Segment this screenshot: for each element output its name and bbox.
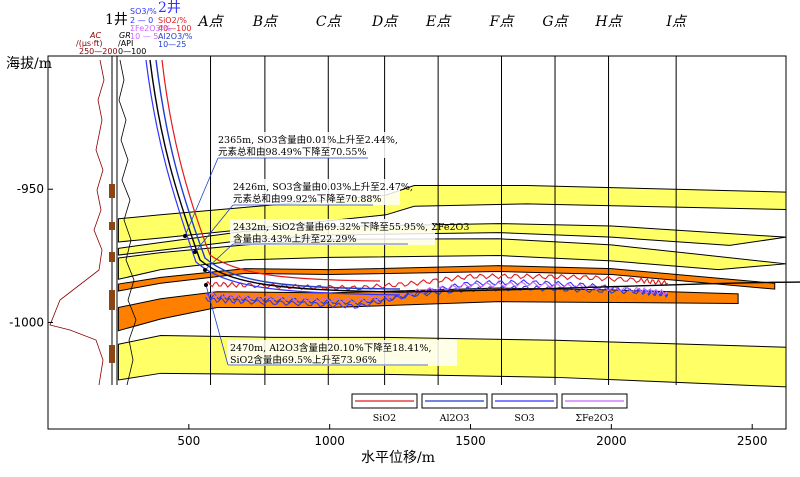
y-tick-label-1: -950 xyxy=(17,182,44,196)
annotation-3-line-1: 2432m, SiO2含量由69.32%下降至55.95%, ΣFe2O3 xyxy=(233,221,469,233)
annotation-3-line-2: 含量由3.43%上升至22.29% xyxy=(233,233,356,245)
series-4 xyxy=(205,281,668,304)
annotation-marker-2 xyxy=(193,250,197,254)
annotation-2-line-2: 元素总和由99.92%下降至70.88% xyxy=(233,193,381,205)
point-label-3: C点 xyxy=(316,14,343,30)
annotation-leader-3 xyxy=(204,243,234,271)
svg-text:2 — 0: 2 — 0 xyxy=(130,16,153,25)
point-label-5: E点 xyxy=(425,14,452,30)
point-label-6: F点 xyxy=(489,14,516,30)
svg-text:40—100: 40—100 xyxy=(158,24,191,33)
series-group xyxy=(205,273,669,309)
point-label-9: I点 xyxy=(665,14,688,30)
x-axis-label: 水平位移/m xyxy=(361,450,435,466)
legend-label-3: SO3 xyxy=(514,413,534,424)
y-axis-label: 海拔/m xyxy=(6,56,52,72)
legend-label-1: SiO2 xyxy=(373,413,396,424)
x-tick-label-1: 500 xyxy=(177,434,200,448)
x-tick-label-4: 2000 xyxy=(596,434,627,448)
point-labels: A点 B点 C点 D点 E点 F点 G点 H点 I点 xyxy=(196,14,687,30)
log-header-ac: AC /(μs·ft) 250—200 xyxy=(76,31,118,56)
gr-log-curve xyxy=(118,59,137,386)
annotation-marker-4 xyxy=(204,283,208,287)
point-label-1: A点 xyxy=(196,14,224,30)
legend-label-4: ΣFe2O3 xyxy=(575,413,613,424)
log-header-gr: GR /API 0—100 xyxy=(118,31,146,56)
svg-text:ΣFe2O3/%: ΣFe2O3/% xyxy=(130,24,171,33)
svg-text:SiO2/%: SiO2/% xyxy=(158,16,187,25)
annotation-box-4 xyxy=(227,340,457,366)
log-header-so3: SO3/% 2 — 0 xyxy=(130,7,157,25)
point-label-4: D点 xyxy=(371,14,399,30)
legend-label-2: Al2O3 xyxy=(439,413,470,424)
annotation-marker-3 xyxy=(203,268,207,272)
well-2-label: 2井 xyxy=(158,0,181,16)
log-header-fe2o3: ΣFe2O3/% 10 — 5 xyxy=(130,24,171,41)
svg-text:10—25: 10—25 xyxy=(158,40,186,49)
annotation-leader-1 xyxy=(184,157,219,237)
annotation-group: 2365m, SO3含量由0.01%上升至2.44%,元素总和由98.49%下降… xyxy=(183,132,469,366)
annotation-4-line-1: 2470m, Al2O3含量由20.10%下降至18.41%, xyxy=(230,342,431,354)
svg-text:0—100: 0—100 xyxy=(118,47,146,56)
well-trajectory xyxy=(145,59,800,296)
svg-text:10 — 5: 10 — 5 xyxy=(130,32,158,41)
svg-text:/API: /API xyxy=(118,39,133,48)
ac-log-curve xyxy=(49,59,105,386)
annotation-box-2 xyxy=(230,179,400,205)
point-label-8: H点 xyxy=(594,14,623,30)
y-tick-label-2: -1000 xyxy=(9,315,44,329)
point-label-2: B点 xyxy=(252,14,279,30)
log-header-al2o3: Al2O3/% 10—25 xyxy=(158,32,193,49)
annotation-marker-1 xyxy=(183,234,187,238)
y-axis: -950 -1000 xyxy=(9,182,53,329)
svg-text:/(μs·ft): /(μs·ft) xyxy=(76,39,103,48)
annotation-leader-2 xyxy=(194,204,234,253)
layer-4 xyxy=(117,265,776,292)
x-tick-label-2: 1000 xyxy=(314,434,345,448)
x-tick-label-5: 2500 xyxy=(737,434,768,448)
legend: SiO2 Al2O3 SO3 ΣFe2O3 xyxy=(351,393,628,424)
point-label-7: G点 xyxy=(542,14,569,30)
plot-frame xyxy=(47,55,787,430)
log-tracks xyxy=(49,56,137,386)
log-header-sio2: SiO2/% 40—100 xyxy=(158,16,191,33)
x-tick-label-3: 1500 xyxy=(455,434,486,448)
svg-text:Al2O3/%: Al2O3/% xyxy=(158,32,193,41)
svg-text:AC: AC xyxy=(89,31,101,40)
annotation-1-line-1: 2365m, SO3含量由0.01%上升至2.44%, xyxy=(218,134,398,146)
series-1 xyxy=(205,273,668,291)
svg-text:GR: GR xyxy=(119,31,131,40)
annotation-4-line-2: SiO2含量由69.5%上升至73.96% xyxy=(230,354,377,366)
well-1-label: 1井 xyxy=(105,12,128,28)
annotation-1-line-2: 元素总和由98.49%下降至70.55% xyxy=(218,146,366,158)
annotation-leader-4 xyxy=(205,284,229,366)
svg-text:250—200: 250—200 xyxy=(79,47,118,56)
annotation-2-line-1: 2426m, SO3含量由0.03%上升至2.47%, xyxy=(233,181,413,193)
x-axis: 500 1000 1500 2000 2500 xyxy=(177,424,767,448)
annotation-box-1 xyxy=(215,132,395,158)
annotation-box-3 xyxy=(230,219,435,245)
series-3 xyxy=(205,279,669,309)
svg-text:SO3/%: SO3/% xyxy=(130,7,157,16)
